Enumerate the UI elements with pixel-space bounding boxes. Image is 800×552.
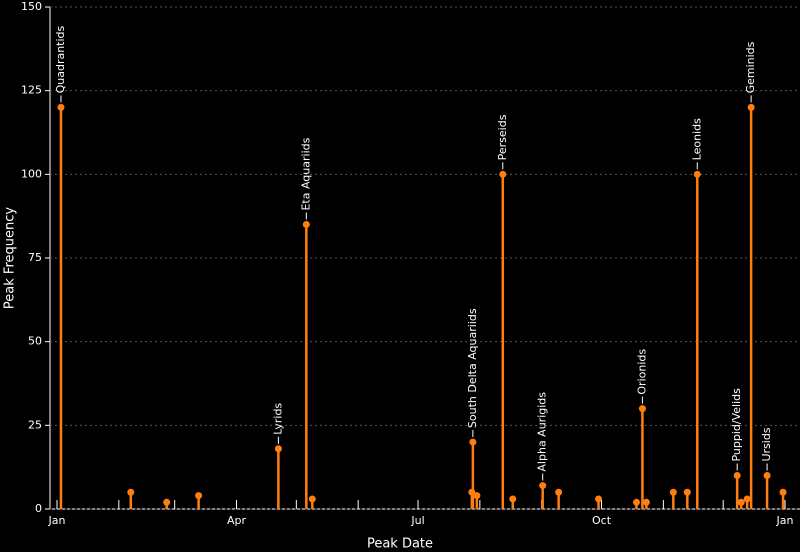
dot	[469, 438, 477, 446]
x-tick-label: Jan	[47, 514, 65, 527]
dot	[763, 472, 771, 480]
point-label: Lyrids	[271, 403, 284, 435]
dot	[555, 488, 563, 496]
y-tick-label: 150	[21, 0, 42, 13]
dot	[195, 492, 203, 500]
x-tick-label: Apr	[227, 514, 247, 527]
dot	[127, 488, 135, 496]
dot	[642, 498, 650, 506]
dot	[638, 405, 646, 413]
dot	[743, 495, 751, 503]
y-tick-label: 50	[28, 335, 42, 348]
dot	[683, 488, 691, 496]
y-tick-label: 100	[21, 167, 42, 180]
dot	[57, 103, 65, 111]
dot	[669, 488, 677, 496]
dot	[632, 498, 640, 506]
dot	[733, 472, 741, 480]
dot	[509, 495, 517, 503]
point-label: Puppid/Velids	[730, 388, 743, 462]
dot	[747, 103, 755, 111]
point-label: Perseids	[496, 114, 509, 160]
dot	[779, 488, 787, 496]
y-axis-label: Peak Frequency	[3, 207, 18, 309]
dot	[274, 445, 282, 453]
dot	[163, 498, 171, 506]
x-tick-label: Oct	[592, 514, 612, 527]
dot	[737, 498, 745, 506]
point-label: Quadrantids	[54, 25, 67, 93]
point-label: South Delta Aquariids	[466, 308, 479, 428]
x-tick-label: Jan	[776, 514, 794, 527]
x-tick-label: Jul	[410, 514, 424, 527]
point-label: Alpha Aurigids	[536, 392, 549, 472]
point-label: Ursids	[760, 427, 773, 461]
dot	[308, 495, 316, 503]
point-label: Geminids	[744, 41, 757, 93]
dot	[595, 495, 603, 503]
dot	[499, 170, 507, 178]
y-tick-label: 0	[35, 502, 42, 515]
point-label: Leonids	[690, 118, 703, 160]
dot	[539, 482, 547, 490]
dot	[302, 221, 310, 229]
point-label: Eta Aquariids	[299, 137, 312, 210]
point-label: Orionids	[635, 349, 648, 395]
dot	[473, 492, 481, 500]
y-tick-label: 25	[28, 418, 42, 431]
dot	[693, 170, 701, 178]
y-tick-label: 75	[28, 251, 42, 264]
x-axis-label: Peak Date	[367, 537, 433, 552]
y-tick-label: 125	[21, 84, 42, 97]
